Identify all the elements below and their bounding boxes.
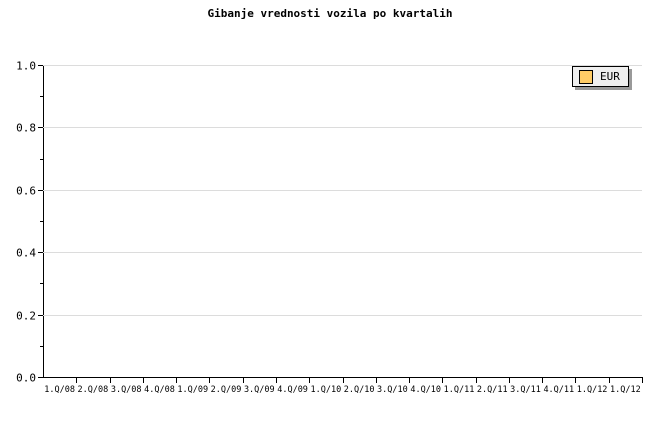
x-axis-tick bbox=[110, 378, 111, 383]
x-axis-tick-label: 1.Q/10 bbox=[310, 385, 342, 395]
y-axis-minor-tick bbox=[40, 159, 43, 160]
x-axis-tick bbox=[376, 378, 377, 383]
y-axis-major-tick bbox=[38, 190, 43, 191]
y-axis-tick-label: 0.6 bbox=[16, 184, 36, 198]
x-axis-tick bbox=[609, 378, 610, 383]
x-axis-tick bbox=[409, 378, 410, 383]
y-axis-major-tick bbox=[38, 65, 43, 66]
x-axis-tick bbox=[575, 378, 576, 383]
x-axis-tick bbox=[143, 378, 144, 383]
x-axis-tick bbox=[642, 378, 643, 383]
x-axis-tick bbox=[442, 378, 443, 383]
x-axis-tick bbox=[476, 378, 477, 383]
y-axis-minor-tick bbox=[40, 283, 43, 284]
gridline bbox=[43, 190, 642, 191]
x-axis-tick bbox=[343, 378, 344, 383]
x-axis-tick-label: 4.Q/08 bbox=[144, 385, 175, 395]
x-axis-tick-label: 1.Q/11 bbox=[443, 385, 475, 395]
y-axis-tick-label: 1.0 bbox=[16, 59, 36, 73]
x-axis-tick-label: 1.Q/12 bbox=[610, 385, 641, 395]
x-axis-tick bbox=[509, 378, 510, 383]
y-axis-minor-tick bbox=[40, 346, 43, 347]
x-axis-tick-label: 2.Q/09 bbox=[210, 385, 242, 395]
y-axis-major-tick bbox=[38, 252, 43, 253]
x-axis-tick-label: 4.Q/10 bbox=[410, 385, 442, 395]
y-axis-tick-label: 0.4 bbox=[16, 246, 36, 260]
y-axis-tick-label: 0.2 bbox=[16, 309, 36, 323]
y-axis-minor-tick bbox=[40, 221, 43, 222]
y-axis-tick-label: 0.8 bbox=[16, 121, 36, 135]
x-axis-tick-label: 1.Q/08 bbox=[44, 385, 75, 395]
x-axis-tick-label: 2.Q/08 bbox=[77, 385, 109, 395]
gridline bbox=[43, 127, 642, 128]
x-axis-tick bbox=[243, 378, 244, 383]
x-axis-tick-label: 4.Q/09 bbox=[277, 385, 308, 395]
y-axis-minor-tick bbox=[40, 96, 43, 97]
legend-label-eur: EUR bbox=[600, 70, 620, 83]
x-axis-tick-label: 2.Q/10 bbox=[343, 385, 375, 395]
x-axis-tick-label: 1.Q/09 bbox=[177, 385, 209, 395]
x-axis-tick-label: 4.Q/11 bbox=[543, 385, 575, 395]
x-axis-tick bbox=[176, 378, 177, 383]
legend: EUR bbox=[572, 66, 629, 87]
gridline bbox=[43, 252, 642, 253]
x-axis-tick bbox=[276, 378, 277, 383]
x-axis-tick-label: 2.Q/11 bbox=[476, 385, 508, 395]
x-axis-tick bbox=[209, 378, 210, 383]
plot-area bbox=[43, 65, 643, 378]
y-axis-major-tick bbox=[38, 127, 43, 128]
x-axis-tick-label: 3.Q/10 bbox=[377, 385, 408, 395]
x-axis-tick-label: 1.Q/12 bbox=[576, 385, 608, 395]
x-axis-tick bbox=[542, 378, 543, 383]
y-axis-major-tick bbox=[38, 377, 43, 378]
gridline bbox=[43, 315, 642, 316]
y-axis-major-tick bbox=[38, 315, 43, 316]
y-axis-tick-label: 0.0 bbox=[16, 371, 36, 385]
gridline bbox=[43, 65, 642, 66]
chart-title: Gibanje vrednosti vozila po kvartalih bbox=[207, 7, 453, 20]
x-axis-tick bbox=[309, 378, 310, 383]
x-axis-tick-label: 3.Q/11 bbox=[510, 385, 541, 395]
x-axis-tick-label: 3.Q/09 bbox=[243, 385, 275, 395]
x-axis-tick-label: 3.Q/08 bbox=[110, 385, 142, 395]
legend-swatch-eur-icon bbox=[579, 69, 593, 84]
x-axis-tick bbox=[76, 378, 77, 383]
